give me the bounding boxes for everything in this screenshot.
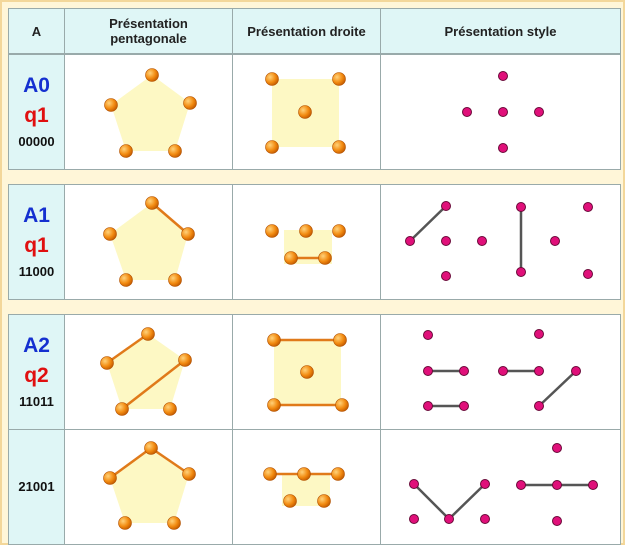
orange-dot <box>333 333 347 347</box>
orange-dot <box>119 273 133 287</box>
orange-dot <box>317 494 331 508</box>
pink-dot <box>534 107 544 117</box>
row-name: A1 <box>23 204 50 227</box>
orange-dot <box>335 398 349 412</box>
orange-dot <box>144 441 158 455</box>
row-code: 11000 <box>18 264 55 279</box>
orange-dot <box>168 144 182 158</box>
orange-dot <box>181 227 195 241</box>
orange-dot <box>297 467 311 481</box>
pink-dot <box>441 271 451 281</box>
pink-dot <box>550 236 560 246</box>
orange-dot <box>265 140 279 154</box>
orange-dot <box>100 356 114 370</box>
row-code: 11011 <box>19 394 54 409</box>
row-name: A0 <box>23 74 50 97</box>
orange-dot <box>141 327 155 341</box>
header-cell: Présentation pentagonale <box>64 8 233 54</box>
pink-dot <box>405 236 415 246</box>
header-text: Présentation pentagonale <box>109 16 188 46</box>
orange-dot <box>115 402 129 416</box>
pink-dot <box>583 202 593 212</box>
pink-dot <box>571 366 581 376</box>
pink-dot <box>444 514 454 524</box>
pink-dot <box>498 366 508 376</box>
pink-dot <box>459 401 469 411</box>
row-name: A2 <box>23 334 50 357</box>
row-code: 00000 <box>18 134 55 149</box>
pink-dot <box>516 480 526 490</box>
orange-dot <box>332 224 346 238</box>
orange-dot <box>103 471 117 485</box>
row-label: A1 q1 11000 <box>8 184 65 300</box>
orange-dot <box>299 224 313 238</box>
orange-dot <box>332 140 346 154</box>
header-cell: Présentation style <box>380 8 621 54</box>
orange-dot <box>182 467 196 481</box>
row-q: q1 <box>24 104 49 127</box>
orange-dot <box>300 365 314 379</box>
orange-dot <box>167 516 181 530</box>
row-q: q1 <box>24 234 49 257</box>
pink-dot <box>516 202 526 212</box>
pink-dot <box>423 330 433 340</box>
orange-dot <box>145 196 159 210</box>
cell <box>380 184 621 300</box>
orange-dot <box>298 105 312 119</box>
orange-dot <box>178 353 192 367</box>
orange-dot <box>103 227 117 241</box>
pink-dot <box>459 366 469 376</box>
pink-dot <box>462 107 472 117</box>
orange-dot <box>104 98 118 112</box>
pink-dot <box>583 269 593 279</box>
pink-dot <box>441 201 451 211</box>
pentagon-diagrams <box>106 75 190 523</box>
orange-dot <box>283 494 297 508</box>
pink-dot <box>480 514 490 524</box>
pink-dot <box>552 443 562 453</box>
orange-dot <box>318 251 332 265</box>
pink-dot <box>498 143 508 153</box>
orange-dot <box>265 224 279 238</box>
straight-diagrams <box>270 79 342 506</box>
orange-dot <box>331 467 345 481</box>
row-label: A0 q1 00000 <box>8 54 65 170</box>
style-lines <box>409 205 593 520</box>
cell <box>380 429 621 545</box>
header-cell: A <box>8 8 65 54</box>
orange-dot <box>263 467 277 481</box>
pink-dot <box>498 107 508 117</box>
row-q: q2 <box>24 364 49 387</box>
pink-dot <box>534 401 544 411</box>
pink-dot <box>409 479 419 489</box>
pink-dot <box>534 329 544 339</box>
pink-dot <box>409 514 419 524</box>
orange-dot <box>119 144 133 158</box>
pink-dot <box>423 401 433 411</box>
orange-dot <box>267 398 281 412</box>
orange-dot <box>118 516 132 530</box>
pink-dot <box>498 71 508 81</box>
pink-dot <box>534 366 544 376</box>
pink-dot <box>516 267 526 277</box>
pink-dot <box>552 516 562 526</box>
orange-dot <box>284 251 298 265</box>
row-code: 21001 <box>18 479 55 494</box>
pink-dot <box>480 479 490 489</box>
pink-dot <box>477 236 487 246</box>
pink-dot <box>441 236 451 246</box>
pink-dot <box>588 480 598 490</box>
orange-dot <box>265 72 279 86</box>
orange-dot <box>168 273 182 287</box>
orange-dot <box>267 333 281 347</box>
pink-dot <box>552 480 562 490</box>
orange-dot <box>183 96 197 110</box>
orange-dot <box>332 72 346 86</box>
orange-dot <box>145 68 159 82</box>
pink-dot <box>423 366 433 376</box>
orange-dot <box>163 402 177 416</box>
header-cell: Présentation droite <box>232 8 381 54</box>
